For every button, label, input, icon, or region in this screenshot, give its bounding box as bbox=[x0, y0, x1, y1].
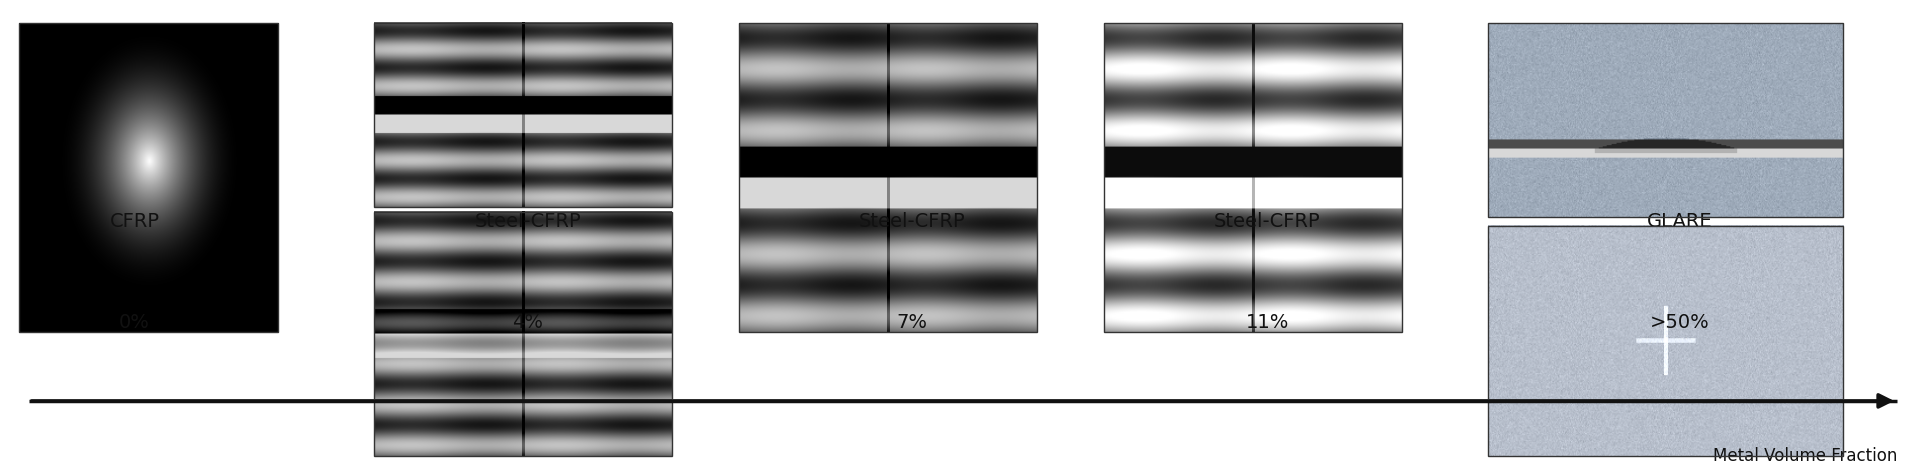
Text: 11%: 11% bbox=[1246, 313, 1288, 332]
Text: Steel-CFRP: Steel-CFRP bbox=[1213, 212, 1321, 231]
Bar bbox=[374, 23, 672, 207]
Text: Steel-CFRP: Steel-CFRP bbox=[474, 212, 582, 231]
Bar bbox=[1488, 23, 1843, 217]
Text: GLARE: GLARE bbox=[1647, 212, 1713, 231]
Bar bbox=[1104, 23, 1402, 332]
Text: 4%: 4% bbox=[513, 313, 543, 332]
Text: >50%: >50% bbox=[1649, 313, 1711, 332]
Text: 0%: 0% bbox=[119, 313, 150, 332]
Text: Steel-CFRP: Steel-CFRP bbox=[858, 212, 966, 231]
Text: CFRP: CFRP bbox=[109, 212, 159, 231]
Text: Metal Volume Fraction: Metal Volume Fraction bbox=[1713, 447, 1897, 465]
Bar bbox=[19, 23, 278, 332]
Bar bbox=[739, 23, 1037, 332]
Text: 7%: 7% bbox=[897, 313, 927, 332]
Bar bbox=[374, 212, 672, 456]
Bar bbox=[1488, 226, 1843, 456]
